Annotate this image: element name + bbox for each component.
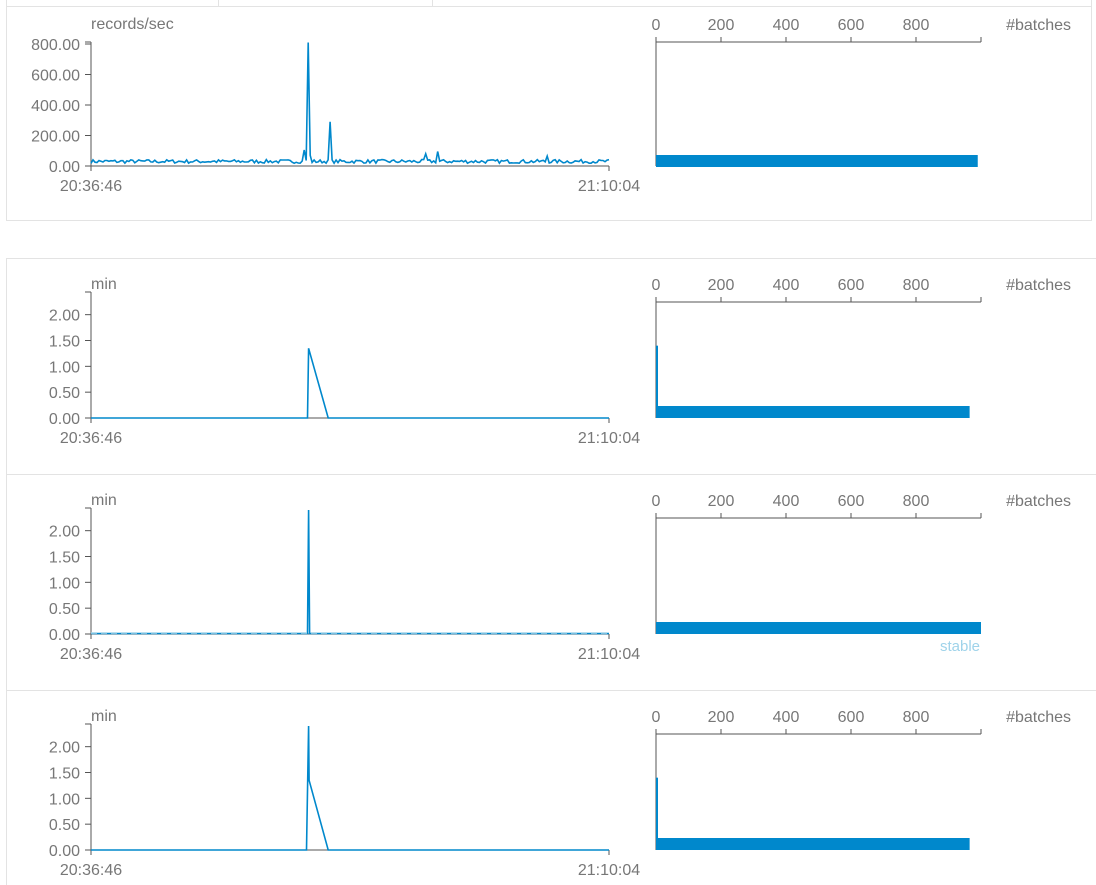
x-end-label: 21:10:04 — [578, 430, 640, 447]
histogram-bar — [656, 406, 970, 418]
y-tick-label: 1.00 — [49, 791, 80, 808]
x-start-label: 20:36:46 — [60, 430, 122, 447]
top-card-top-border — [6, 6, 1092, 7]
y-tick-label: 1.50 — [49, 550, 80, 567]
y-axis-label: min — [91, 492, 117, 509]
y-tick-label: 200.00 — [31, 129, 80, 146]
y-tick-label: 2.00 — [49, 308, 80, 325]
y-tick-label: 2.00 — [49, 524, 80, 541]
y-tick-label: 1.00 — [49, 575, 80, 592]
row-separator — [6, 690, 1096, 691]
hist-x-tick-label: 200 — [708, 17, 735, 34]
hist-x-tick-label: 600 — [838, 709, 865, 726]
hist-x-axis-label: #batches — [1006, 17, 1071, 34]
histogram-bar — [656, 155, 978, 167]
row-separator — [6, 474, 1096, 475]
hist-x-tick-label: 400 — [773, 493, 800, 510]
hist-x-tick-label: 400 — [773, 709, 800, 726]
y-tick-label: 1.00 — [49, 359, 80, 376]
hist-x-tick-label: 0 — [652, 493, 661, 510]
stable-label: stable — [940, 638, 980, 655]
y-tick-label: 800.00 — [31, 37, 80, 54]
y-tick-label: 0.00 — [49, 843, 80, 860]
table-header-divider — [218, 0, 219, 6]
hist-x-tick-label: 600 — [838, 493, 865, 510]
x-end-label: 21:10:04 — [578, 862, 640, 879]
x-end-label: 21:10:04 — [578, 178, 640, 195]
y-axis-label: min — [91, 276, 117, 293]
hist-x-tick-label: 0 — [652, 17, 661, 34]
x-start-label: 20:36:46 — [60, 862, 122, 879]
histogram-bar — [656, 838, 970, 850]
x-start-label: 20:36:46 — [60, 178, 122, 195]
row-separator — [6, 258, 1096, 259]
x-end-label: 21:10:04 — [578, 646, 640, 663]
hist-x-tick-label: 600 — [838, 277, 865, 294]
hist-x-tick-label: 800 — [903, 493, 930, 510]
top-card-left-border — [6, 0, 7, 221]
x-start-label: 20:36:46 — [60, 646, 122, 663]
histogram-bar — [656, 622, 981, 634]
histogram-bar — [656, 800, 658, 850]
histogram-bar — [656, 368, 658, 418]
hist-x-tick-label: 600 — [838, 17, 865, 34]
y-tick-label: 2.00 — [49, 740, 80, 757]
y-tick-label: 0.50 — [49, 601, 80, 618]
series-line — [91, 725, 609, 851]
hist-x-axis-label: #batches — [1006, 709, 1071, 726]
y-axis-label: min — [91, 708, 117, 725]
y-tick-label: 400.00 — [31, 98, 80, 115]
y-tick-label: 0.00 — [49, 411, 80, 428]
hist-x-tick-label: 0 — [652, 709, 661, 726]
row-left-border — [6, 258, 7, 885]
series-line — [90, 42, 610, 165]
series-line — [91, 348, 609, 419]
hist-x-tick-label: 400 — [773, 17, 800, 34]
y-tick-label: 1.50 — [49, 766, 80, 783]
hist-x-tick-label: 800 — [903, 17, 930, 34]
hist-x-tick-label: 400 — [773, 277, 800, 294]
table-header-divider — [432, 0, 433, 6]
y-tick-label: 0.00 — [49, 159, 80, 176]
hist-x-tick-label: 800 — [903, 709, 930, 726]
top-card-right-border — [1091, 0, 1092, 221]
y-tick-label: 1.50 — [49, 334, 80, 351]
hist-x-tick-label: 200 — [708, 277, 735, 294]
y-tick-label: 0.50 — [49, 817, 80, 834]
y-tick-label: 600.00 — [31, 68, 80, 85]
y-axis-label: records/sec — [91, 16, 174, 33]
hist-x-tick-label: 800 — [903, 277, 930, 294]
hist-x-axis-label: #batches — [1006, 493, 1071, 510]
hist-x-tick-label: 0 — [652, 277, 661, 294]
series-line — [91, 509, 609, 635]
y-tick-label: 0.00 — [49, 627, 80, 644]
top-card-bottom-border — [6, 220, 1092, 221]
y-tick-label: 0.50 — [49, 385, 80, 402]
hist-x-axis-label: #batches — [1006, 277, 1071, 294]
hist-x-tick-label: 200 — [708, 709, 735, 726]
hist-x-tick-label: 200 — [708, 493, 735, 510]
